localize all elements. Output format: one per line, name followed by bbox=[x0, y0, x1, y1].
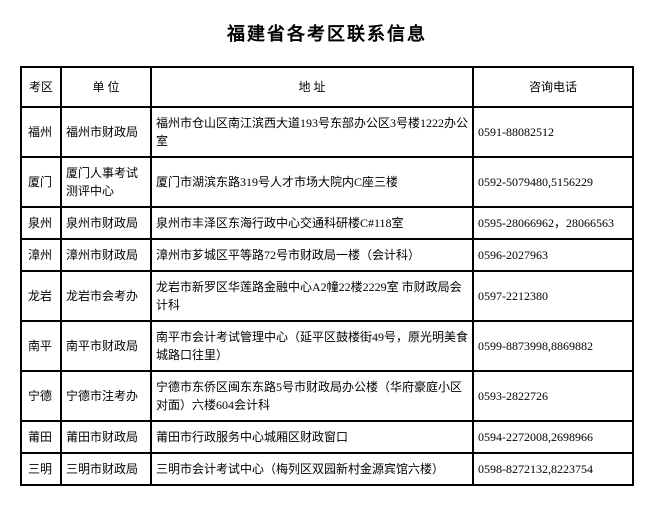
cell-phone: 0599-8873998,8869882 bbox=[473, 321, 633, 371]
cell-phone: 0593-2822726 bbox=[473, 371, 633, 421]
table-body: 福州 福州市财政局 福州市仓山区南江滨西大道193号东部办公区3号楼1222办公… bbox=[21, 107, 633, 485]
table-row: 南平 南平市财政局 南平市会计考试管理中心（延平区鼓楼街49号，原光明美食城路口… bbox=[21, 321, 633, 371]
cell-unit: 宁德市注考办 bbox=[61, 371, 151, 421]
cell-phone: 0596-2027963 bbox=[473, 239, 633, 271]
cell-unit: 龙岩市会考办 bbox=[61, 271, 151, 321]
table-header-row: 考区 单 位 地 址 咨询电话 bbox=[21, 67, 633, 107]
cell-unit: 福州市财政局 bbox=[61, 107, 151, 157]
header-unit: 单 位 bbox=[61, 67, 151, 107]
cell-address: 龙岩市新罗区华莲路金融中心A2幢22楼2229室 市财政局会计科 bbox=[151, 271, 473, 321]
table-row: 三明 三明市财政局 三明市会计考试中心（梅列区双园新村金源宾馆六楼） 0598-… bbox=[21, 453, 633, 485]
header-region: 考区 bbox=[21, 67, 61, 107]
contact-table: 考区 单 位 地 址 咨询电话 福州 福州市财政局 福州市仓山区南江滨西大道19… bbox=[20, 66, 634, 486]
cell-region: 南平 bbox=[21, 321, 61, 371]
cell-region: 莆田 bbox=[21, 421, 61, 453]
cell-region: 龙岩 bbox=[21, 271, 61, 321]
page-title: 福建省各考区联系信息 bbox=[20, 20, 634, 46]
cell-address: 福州市仓山区南江滨西大道193号东部办公区3号楼1222办公室 bbox=[151, 107, 473, 157]
cell-unit: 莆田市财政局 bbox=[61, 421, 151, 453]
table-row: 宁德 宁德市注考办 宁德市东侨区闽东东路5号市财政局办公楼（华府豪庭小区对面）六… bbox=[21, 371, 633, 421]
cell-phone: 0594-2272008,2698966 bbox=[473, 421, 633, 453]
table-row: 福州 福州市财政局 福州市仓山区南江滨西大道193号东部办公区3号楼1222办公… bbox=[21, 107, 633, 157]
cell-phone: 0592-5079480,5156229 bbox=[473, 157, 633, 207]
cell-unit: 南平市财政局 bbox=[61, 321, 151, 371]
header-address: 地 址 bbox=[151, 67, 473, 107]
cell-unit: 泉州市财政局 bbox=[61, 207, 151, 239]
cell-unit: 厦门人事考试测评中心 bbox=[61, 157, 151, 207]
table-row: 泉州 泉州市财政局 泉州市丰泽区东海行政中心交通科研楼C#118室 0595-2… bbox=[21, 207, 633, 239]
table-row: 莆田 莆田市财政局 莆田市行政服务中心城厢区财政窗口 0594-2272008,… bbox=[21, 421, 633, 453]
cell-region: 泉州 bbox=[21, 207, 61, 239]
cell-address: 厦门市湖滨东路319号人才市场大院内C座三楼 bbox=[151, 157, 473, 207]
cell-region: 福州 bbox=[21, 107, 61, 157]
cell-unit: 三明市财政局 bbox=[61, 453, 151, 485]
cell-phone: 0595-28066962，28066563 bbox=[473, 207, 633, 239]
cell-address: 泉州市丰泽区东海行政中心交通科研楼C#118室 bbox=[151, 207, 473, 239]
table-row: 漳州 漳州市财政局 漳州市芗城区平等路72号市财政局一楼（会计科） 0596-2… bbox=[21, 239, 633, 271]
cell-phone: 0591-88082512 bbox=[473, 107, 633, 157]
header-phone: 咨询电话 bbox=[473, 67, 633, 107]
cell-phone: 0598-8272132,8223754 bbox=[473, 453, 633, 485]
table-row: 厦门 厦门人事考试测评中心 厦门市湖滨东路319号人才市场大院内C座三楼 059… bbox=[21, 157, 633, 207]
table-row: 龙岩 龙岩市会考办 龙岩市新罗区华莲路金融中心A2幢22楼2229室 市财政局会… bbox=[21, 271, 633, 321]
cell-phone: 0597-2212380 bbox=[473, 271, 633, 321]
cell-region: 漳州 bbox=[21, 239, 61, 271]
cell-region: 宁德 bbox=[21, 371, 61, 421]
cell-address: 宁德市东侨区闽东东路5号市财政局办公楼（华府豪庭小区对面）六楼604会计科 bbox=[151, 371, 473, 421]
cell-address: 南平市会计考试管理中心（延平区鼓楼街49号，原光明美食城路口往里） bbox=[151, 321, 473, 371]
cell-region: 厦门 bbox=[21, 157, 61, 207]
cell-address: 莆田市行政服务中心城厢区财政窗口 bbox=[151, 421, 473, 453]
cell-address: 三明市会计考试中心（梅列区双园新村金源宾馆六楼） bbox=[151, 453, 473, 485]
cell-address: 漳州市芗城区平等路72号市财政局一楼（会计科） bbox=[151, 239, 473, 271]
cell-region: 三明 bbox=[21, 453, 61, 485]
cell-unit: 漳州市财政局 bbox=[61, 239, 151, 271]
